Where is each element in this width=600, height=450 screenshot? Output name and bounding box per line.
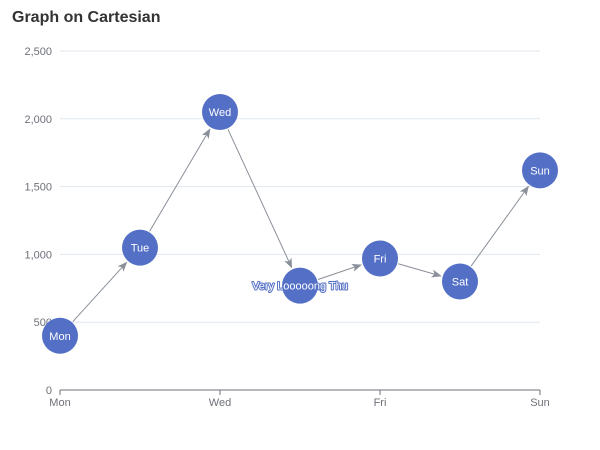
y-tick-label: 2,000	[24, 114, 52, 126]
node-circle[interactable]	[522, 152, 558, 189]
x-tick-label: Wed	[209, 397, 231, 409]
x-tick-label: Mon	[49, 397, 70, 409]
node-label: Sun	[530, 165, 550, 177]
graph-node[interactable]: Sun	[522, 152, 558, 189]
nodes: Mon Tue Wed Very Looooong Thu Fri Sat Sun	[42, 94, 558, 354]
node-label: Fri	[374, 253, 387, 265]
graph-edge	[317, 263, 363, 280]
y-tick-label: 2,500	[24, 46, 52, 58]
graph-edge	[227, 129, 293, 269]
node-label: Wed	[209, 107, 231, 119]
node-label: Tue	[131, 243, 150, 255]
y-tick-label: 1,500	[24, 182, 52, 194]
node-circle[interactable]	[282, 267, 318, 304]
node-circle[interactable]	[202, 94, 238, 131]
graph-edge	[398, 263, 442, 278]
y-tick-label: 0	[46, 385, 52, 397]
node-circle[interactable]	[362, 240, 398, 277]
node-circle[interactable]	[42, 317, 78, 354]
graph-edge	[149, 128, 211, 232]
x-tick-label: Sun	[530, 397, 550, 409]
grid-lines	[60, 50, 540, 323]
graph-node[interactable]: Mon	[42, 317, 78, 354]
node-circle[interactable]	[122, 229, 158, 266]
node-label: Sat	[452, 277, 469, 289]
edges	[72, 128, 529, 323]
y-tick-label: 1,000	[24, 249, 52, 261]
graph-node[interactable]: Sat	[442, 263, 478, 300]
graph-node[interactable]: Fri	[362, 240, 398, 277]
x-tick-label: Fri	[374, 397, 387, 409]
graph-edge	[72, 261, 128, 323]
graph-node[interactable]: Very Looooong Thu	[251, 267, 349, 304]
node-label: Mon	[49, 331, 70, 343]
chart-title: Graph on Cartesian	[12, 9, 161, 26]
graph-node[interactable]: Tue	[122, 229, 158, 266]
node-label: Very Looooong Thu	[252, 281, 348, 293]
graph-node[interactable]: Wed	[202, 94, 238, 131]
node-circle[interactable]	[442, 263, 478, 300]
graph-edge	[470, 185, 529, 267]
